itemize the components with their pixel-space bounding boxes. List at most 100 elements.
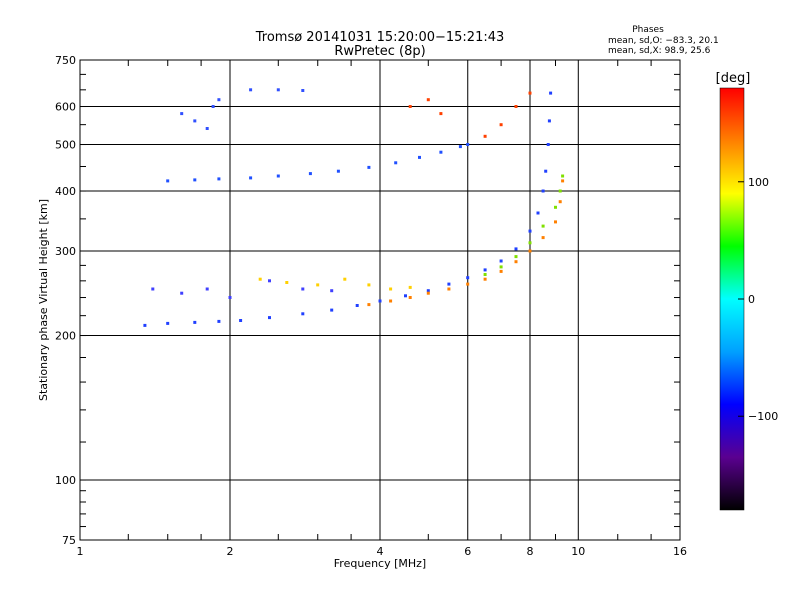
data-point [193, 178, 197, 182]
data-point [180, 291, 184, 295]
data-point [541, 224, 545, 228]
data-point [367, 165, 371, 169]
colorbar-ticks: 100 0 −100 [738, 176, 778, 423]
colorbar: [deg] 100 0 −100 [716, 71, 778, 511]
data-point [499, 123, 503, 127]
data-point [483, 277, 487, 281]
data-point [276, 174, 280, 178]
data-point [316, 283, 320, 287]
data-point [541, 189, 545, 193]
data-point [483, 268, 487, 272]
data-point [466, 282, 470, 286]
colorbar-tick-label: −100 [748, 410, 778, 423]
colorbar-label: [deg] [716, 71, 751, 86]
x-axis-label: Frequency [MHz] [334, 557, 426, 570]
x-tick-label: 8 [527, 545, 534, 558]
data-point [554, 205, 557, 209]
data-point [180, 112, 184, 116]
data-point [483, 134, 487, 138]
x-tick-label: 1 [77, 545, 84, 558]
data-points [143, 88, 565, 327]
data-point [408, 105, 412, 108]
data-point [205, 127, 209, 130]
phases-info: Phases mean, sd,O: −83.3, 20.1 mean, sd,… [608, 25, 719, 56]
data-point [394, 161, 398, 165]
y-tick-label: 75 [62, 534, 76, 547]
colorbar-tick-label: 100 [748, 176, 769, 189]
data-point [308, 172, 312, 176]
y-tick-label: 300 [55, 245, 76, 258]
data-point [426, 291, 430, 295]
data-point [499, 259, 503, 263]
y-tick-label: 500 [55, 139, 76, 152]
y-tick-label: 200 [55, 330, 76, 343]
data-point [447, 282, 451, 286]
data-point [528, 91, 532, 95]
minor-ticks [80, 60, 680, 540]
data-point [249, 176, 253, 180]
data-point [355, 304, 359, 307]
x-tick-labels: 1 2 4 6 8 10 16 [77, 545, 688, 558]
phases-title: Phases [632, 25, 664, 35]
data-point [228, 296, 232, 299]
data-point [546, 143, 550, 146]
data-point [217, 177, 221, 181]
data-point [554, 220, 557, 224]
data-point [528, 229, 532, 233]
plot-area [79, 59, 681, 541]
data-point [239, 319, 243, 322]
chart-subtitle: RwPretec (8p) [334, 44, 425, 59]
data-point [151, 287, 155, 291]
data-point [404, 294, 407, 298]
data-point [143, 323, 147, 327]
phases-o-stats: mean, sd,O: −83.3, 20.1 [608, 36, 719, 46]
data-point [389, 299, 393, 303]
data-point [205, 287, 209, 291]
data-point [544, 169, 548, 173]
data-point [378, 299, 382, 303]
data-point [439, 150, 443, 154]
y-tick-label: 400 [55, 185, 76, 198]
y-tick-label: 600 [55, 101, 76, 114]
y-tick-label: 100 [55, 474, 76, 487]
data-point [558, 189, 562, 193]
data-point [330, 308, 334, 312]
x-tick-label: 4 [377, 545, 384, 558]
data-point [536, 211, 540, 215]
data-point [367, 303, 371, 307]
data-point [514, 247, 518, 251]
data-point [549, 91, 553, 95]
data-point [458, 145, 462, 149]
data-point [561, 174, 565, 178]
data-point [330, 289, 334, 293]
data-point [336, 169, 340, 173]
data-point [561, 179, 565, 183]
x-tick-label: 2 [227, 545, 234, 558]
data-point [541, 236, 545, 240]
data-point [217, 98, 221, 102]
data-point [499, 269, 503, 273]
x-tick-label: 10 [571, 545, 585, 558]
y-axis-label: Stationary phase Virtual Height [km] [37, 199, 50, 401]
y-tick-labels: 75 100 200 300 400 500 600 750 [55, 54, 76, 547]
colorbar-tick-label: 0 [748, 293, 755, 306]
grid-lines [80, 60, 680, 540]
data-point [426, 289, 430, 293]
data-point [343, 277, 347, 281]
data-point [249, 88, 253, 92]
data-point [547, 119, 551, 123]
data-point [217, 319, 221, 323]
data-point [466, 143, 470, 146]
data-point [193, 320, 197, 324]
data-point [408, 296, 412, 299]
data-point [408, 285, 412, 289]
data-point [439, 112, 443, 116]
data-point [447, 287, 451, 291]
data-point [276, 88, 280, 92]
data-point [558, 200, 562, 204]
data-point [514, 255, 518, 259]
data-point [301, 312, 305, 316]
data-point [514, 260, 518, 264]
